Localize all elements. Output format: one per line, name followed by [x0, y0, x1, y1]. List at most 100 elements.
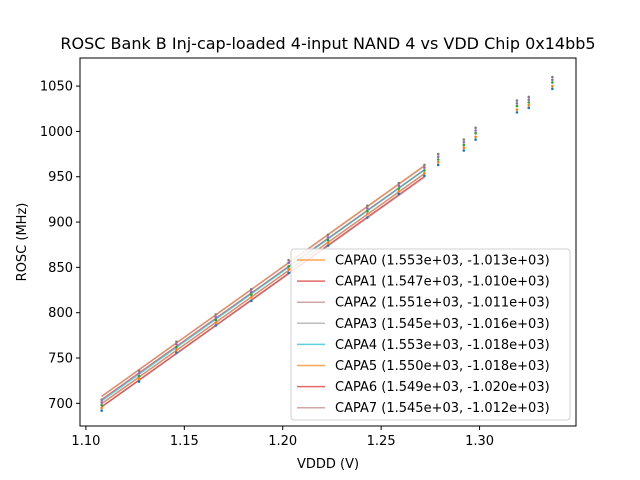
data-point [474, 131, 477, 135]
y-axis-title: ROSC (MHz) [15, 203, 30, 282]
data-point [137, 377, 141, 381]
data-point [462, 149, 466, 152]
data-point [527, 101, 531, 104]
data-point [175, 340, 178, 344]
legend-label-capa5: CAPA5 (1.550e+03, -1.018e+03) [335, 359, 550, 374]
data-point [214, 313, 218, 316]
data-point [137, 374, 141, 378]
data-point [137, 369, 141, 373]
data-point [462, 140, 466, 144]
plot-inner [100, 75, 554, 412]
data-point [100, 401, 103, 404]
data-point [423, 171, 426, 175]
data-point [214, 315, 218, 319]
fit-line-capa6 [101, 175, 425, 408]
data-point [326, 238, 330, 242]
data-point [249, 299, 253, 303]
data-point [527, 103, 531, 107]
data-point [515, 102, 519, 105]
data-point [397, 189, 401, 193]
fit-line-capa2 [101, 165, 425, 398]
data-point [366, 204, 369, 208]
data-point [137, 380, 141, 383]
data-point [366, 209, 369, 213]
y-tick-label: 850 [48, 261, 73, 276]
legend-label-capa6: CAPA6 (1.549e+03, -1.020e+03) [335, 380, 550, 395]
y-tick-label: 800 [48, 306, 73, 321]
data-point [137, 372, 141, 375]
data-point [423, 174, 426, 178]
x-tick-label: 1.20 [268, 434, 297, 449]
data-point [436, 163, 440, 167]
y-tick-label: 900 [48, 216, 73, 231]
data-point [287, 267, 290, 271]
data-point [474, 138, 477, 141]
data-point [287, 261, 290, 265]
data-point [326, 233, 330, 237]
data-point [515, 99, 519, 102]
data-point [436, 160, 440, 164]
y-tick-label: 950 [48, 170, 73, 185]
data-point [249, 293, 253, 296]
y-tick-label: 1050 [40, 80, 73, 95]
data-point [100, 406, 103, 410]
data-point [175, 348, 178, 352]
axes-frame [79, 57, 577, 427]
data-point [366, 212, 369, 216]
legend-label-capa1: CAPA1 (1.547e+03, -1.010e+03) [335, 275, 550, 290]
data-point [397, 181, 401, 185]
data-point [515, 108, 519, 111]
x-tick-label: 1.30 [465, 434, 494, 449]
data-point [462, 138, 466, 141]
data-point [326, 241, 330, 245]
data-point [515, 104, 519, 108]
data-point [551, 78, 554, 82]
data-point [175, 345, 178, 349]
data-point [462, 146, 466, 150]
data-point [527, 98, 531, 101]
legend-label-capa7: CAPA7 (1.545e+03, -1.012e+03) [335, 401, 550, 416]
data-point [474, 126, 477, 130]
legend-box [290, 248, 571, 421]
data-point [366, 216, 369, 219]
data-point [474, 135, 477, 139]
data-point [214, 321, 218, 324]
fit-line-capa4 [101, 169, 425, 402]
x-axis-ticks: 1.10 1.15 1.20 1.25 1.30 [71, 426, 494, 449]
data-point [214, 318, 218, 322]
x-axis-title: VDDD (V) [297, 457, 359, 472]
data-point [527, 95, 531, 99]
data-point [287, 271, 290, 275]
data-point [175, 351, 178, 354]
y-tick-label: 750 [48, 352, 73, 367]
data-point [551, 81, 554, 84]
data-point [326, 244, 330, 247]
data-point [515, 111, 519, 114]
data-point [462, 143, 466, 147]
x-tick-label: 1.15 [170, 434, 199, 449]
data-point [100, 409, 103, 412]
data-point [249, 287, 253, 291]
data-point [423, 166, 426, 169]
fit-line-capa7 [101, 173, 425, 405]
data-point [436, 155, 440, 159]
data-point [436, 152, 440, 156]
legend-label-capa4: CAPA4 (1.553e+03, -1.018e+03) [335, 338, 550, 353]
data-point [287, 265, 290, 268]
data-point [397, 187, 401, 190]
data-point [397, 184, 401, 188]
data-point [100, 398, 103, 402]
data-point [214, 324, 218, 327]
data-point [474, 129, 477, 132]
data-point [423, 169, 426, 172]
y-axis-ticks: 700 750 800 850 900 950 1000 1050 [40, 80, 80, 412]
data-point [175, 343, 178, 346]
data-point [551, 87, 554, 91]
x-tick-label: 1.25 [367, 434, 396, 449]
y-tick-label: 700 [48, 397, 73, 412]
data-point [287, 258, 290, 262]
data-point [551, 84, 554, 88]
data-point [423, 163, 426, 167]
data-point [100, 403, 103, 407]
